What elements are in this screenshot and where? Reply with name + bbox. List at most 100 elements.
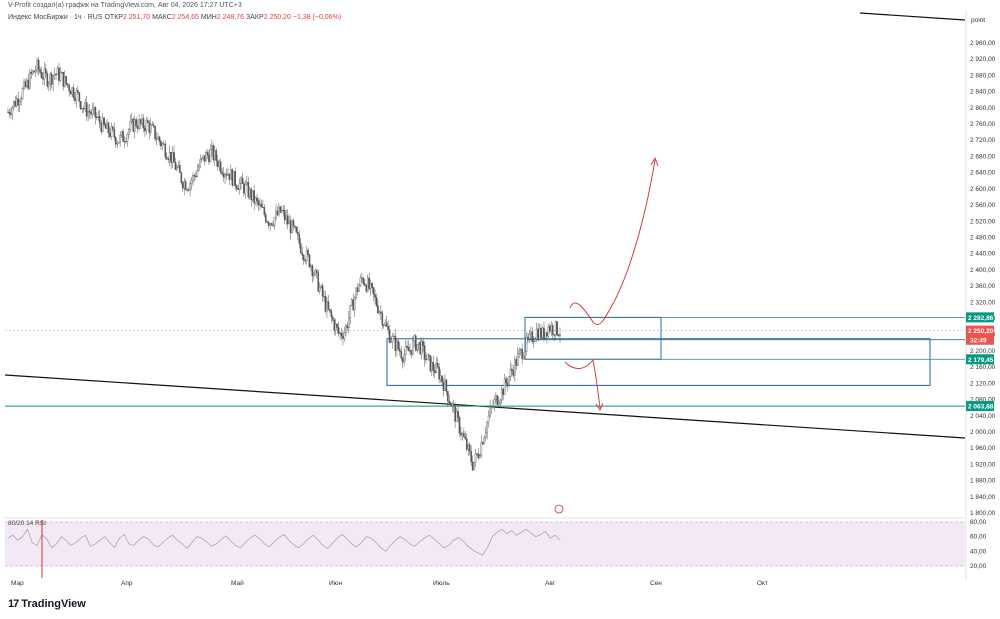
candle-body bbox=[336, 323, 338, 328]
rsi-tick-label: 20,00 bbox=[970, 563, 987, 570]
candle-body bbox=[343, 332, 346, 339]
candle-body bbox=[240, 177, 242, 184]
candle-body bbox=[173, 152, 175, 163]
candle-body bbox=[557, 334, 560, 337]
candle-body bbox=[425, 359, 427, 361]
candle-body bbox=[189, 183, 191, 191]
y-tick-label: 2 920,00 bbox=[970, 56, 996, 63]
y-tick-label: 1 920,00 bbox=[970, 461, 996, 468]
candle-body bbox=[10, 113, 12, 115]
low-value: 2 248,76 bbox=[216, 14, 245, 21]
candle-body bbox=[219, 161, 222, 173]
candle-body bbox=[179, 165, 181, 173]
candle-body bbox=[205, 152, 207, 162]
candle-body bbox=[352, 299, 354, 311]
candle-body bbox=[235, 185, 238, 189]
candle-body bbox=[40, 72, 43, 78]
level-badge-bg bbox=[966, 312, 994, 323]
candle-body bbox=[270, 223, 273, 226]
candle-body bbox=[463, 433, 465, 437]
candle-body bbox=[349, 305, 352, 319]
candle-body bbox=[311, 265, 314, 277]
candle-body bbox=[294, 226, 296, 228]
candle-body bbox=[454, 405, 456, 422]
x-tick-label: Май bbox=[231, 579, 244, 587]
candle-body bbox=[498, 402, 500, 405]
candle-body bbox=[470, 451, 472, 463]
candle-body bbox=[353, 297, 356, 311]
candle-body bbox=[181, 182, 184, 189]
candle-body bbox=[145, 120, 148, 132]
y-tick-label: 2 040,00 bbox=[970, 413, 996, 420]
candle-body bbox=[15, 98, 18, 107]
candle-body bbox=[487, 415, 490, 423]
candle-body bbox=[333, 319, 336, 331]
candle-body bbox=[518, 350, 521, 354]
candle-body bbox=[224, 173, 226, 178]
candle-body bbox=[132, 118, 135, 132]
candle-body bbox=[228, 173, 231, 180]
candle-body bbox=[135, 119, 137, 127]
level-badge: 2 063,88 bbox=[968, 404, 994, 411]
candle-body bbox=[208, 154, 210, 163]
candle-body bbox=[318, 286, 321, 292]
candle-body bbox=[467, 444, 470, 450]
y-tick-label: 2 440,00 bbox=[970, 251, 996, 258]
y-tick-label: 2 640,00 bbox=[970, 170, 996, 177]
candle-body bbox=[23, 81, 25, 89]
candle-body bbox=[61, 72, 63, 74]
candle-body bbox=[521, 348, 523, 360]
candle-body bbox=[192, 175, 194, 181]
candle-body bbox=[151, 124, 153, 126]
candle-body bbox=[554, 321, 557, 336]
candle-body bbox=[530, 331, 532, 335]
candle-body bbox=[409, 349, 411, 352]
candle-body bbox=[431, 362, 433, 372]
candle-body bbox=[262, 206, 264, 208]
candle-body bbox=[412, 340, 414, 355]
candle-body bbox=[531, 331, 534, 343]
candle-body bbox=[267, 222, 270, 226]
candle-body bbox=[148, 122, 151, 133]
chart-caption: V-Profit создал(а) график на TradingView… bbox=[8, 2, 242, 9]
candle-body bbox=[18, 101, 21, 106]
candle-body bbox=[342, 336, 344, 339]
y-tick-label: 2 960,00 bbox=[970, 40, 996, 47]
candle-body bbox=[281, 209, 283, 213]
candle-body bbox=[451, 403, 454, 407]
candle-body bbox=[154, 126, 156, 140]
y-tick-label: 2 560,00 bbox=[970, 202, 996, 209]
candle-body bbox=[372, 287, 375, 295]
candle-body bbox=[544, 332, 547, 339]
candle-body bbox=[313, 274, 315, 277]
candle-body bbox=[81, 108, 84, 110]
candle-body bbox=[27, 79, 30, 89]
candle-body bbox=[59, 72, 62, 81]
candle-body bbox=[547, 326, 550, 337]
candle-body bbox=[157, 136, 159, 140]
candle-body bbox=[116, 142, 119, 145]
candle-body bbox=[273, 217, 276, 226]
candle-body bbox=[33, 70, 36, 73]
candle-body bbox=[329, 309, 331, 312]
candle-body bbox=[36, 59, 38, 71]
candle-body bbox=[556, 321, 558, 335]
candle-body bbox=[355, 287, 357, 298]
candle-body bbox=[474, 453, 477, 463]
candle-body bbox=[310, 265, 312, 268]
x-tick-label: Окт bbox=[757, 580, 768, 587]
candle-body bbox=[410, 349, 413, 355]
level-badge: 2 179,45 bbox=[968, 357, 994, 364]
candle-body bbox=[516, 353, 519, 366]
candle-body bbox=[416, 344, 419, 351]
candle-body bbox=[17, 98, 19, 106]
candle-body bbox=[147, 120, 149, 123]
candle-body bbox=[549, 326, 551, 332]
candle-body bbox=[264, 214, 267, 223]
candle-body bbox=[190, 180, 193, 184]
candle-body bbox=[480, 442, 483, 456]
candle-body bbox=[368, 277, 371, 289]
large-range-box bbox=[386, 338, 931, 386]
y-tick-label: 2 120,00 bbox=[970, 380, 996, 387]
